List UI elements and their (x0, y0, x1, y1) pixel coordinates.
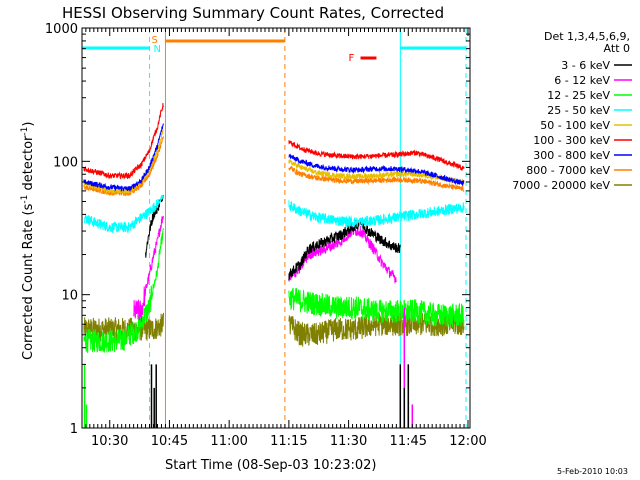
series-line (83, 102, 164, 180)
y-axis-label-sup1: -1 (20, 195, 30, 204)
x-tick-label: 10:45 (151, 434, 188, 449)
legend-entry-label: 6 - 12 keV (554, 74, 610, 87)
legend-entry-label: 7000 - 20000 keV (512, 179, 610, 192)
chart-title: HESSI Observing Summary Count Rates, Cor… (62, 4, 444, 22)
legend-entry-label: 800 - 7000 keV (526, 164, 610, 177)
series-line (83, 135, 164, 196)
y-axis-label-main: Corrected Count Rate (s (21, 203, 36, 360)
dropout-spike (83, 364, 88, 428)
legend-entry-label: 300 - 800 keV (533, 149, 610, 162)
series-line (83, 194, 164, 235)
series-line (288, 165, 465, 192)
y-axis-label-mid: detector (21, 135, 36, 195)
plot-area: SN F (81, 27, 471, 429)
y-tick-label: 10 (61, 289, 78, 304)
legend-entry-label: 100 - 300 keV (533, 134, 610, 147)
y-axis-label-sup2: -1 (20, 127, 30, 136)
y-tick-label: 1000 (45, 22, 78, 37)
y-axis-label: Corrected Count Rate (s-1 detector-1) (20, 122, 36, 360)
dropout-spike (150, 364, 157, 428)
series-line (83, 312, 164, 342)
legend-entry-label: 50 - 100 keV (540, 119, 610, 132)
plot-frame (81, 27, 471, 429)
legend-entry-label: 25 - 50 keV (547, 104, 610, 117)
series-line (288, 287, 465, 328)
flare-label: F (349, 53, 355, 64)
x-tick-label: 11:30 (330, 434, 367, 449)
x-tick-label: 12:00 (449, 434, 486, 449)
footer-date: 5-Feb-2010 10:03 (557, 467, 628, 476)
legend: Det 1,3,4,5,6,9,Att 0 3 - 6 keV 6 - 12 keV… (512, 30, 632, 192)
legend-entry-label: 12 - 25 keV (547, 89, 610, 102)
legend-header-line: Att 0 (604, 42, 630, 55)
x-tick-label: 11:45 (390, 434, 427, 449)
dropout-spike (399, 364, 410, 428)
series-line (133, 215, 164, 322)
x-tick-label: 11:15 (270, 434, 307, 449)
x-axis-label: Start Time (08-Sep-03 10:23:02) (165, 458, 376, 473)
series-line (83, 122, 164, 193)
night-label: N (153, 44, 160, 55)
legend-header-line: Det 1,3,4,5,6,9, (544, 30, 630, 43)
x-tick-label: 11:00 (210, 434, 247, 449)
x-tick-label: 10:30 (91, 434, 128, 449)
series-line (83, 228, 164, 353)
series-line (288, 217, 401, 281)
series-line (288, 140, 465, 172)
series-line (288, 153, 465, 186)
y-tick-label: 100 (53, 155, 78, 170)
y-axis-label-end: ) (21, 122, 36, 127)
series-line (288, 200, 465, 228)
y-tick-label: 1 (70, 422, 78, 437)
y-axis-ticks: 1 10 100 1000 (45, 22, 470, 437)
x-axis-ticks: 10:30 10:45 11:00 11:15 11:30 11:45 12:00 (85, 28, 487, 449)
legend-entry-label: 3 - 6 keV (561, 59, 610, 72)
saa-label: S (151, 35, 157, 46)
